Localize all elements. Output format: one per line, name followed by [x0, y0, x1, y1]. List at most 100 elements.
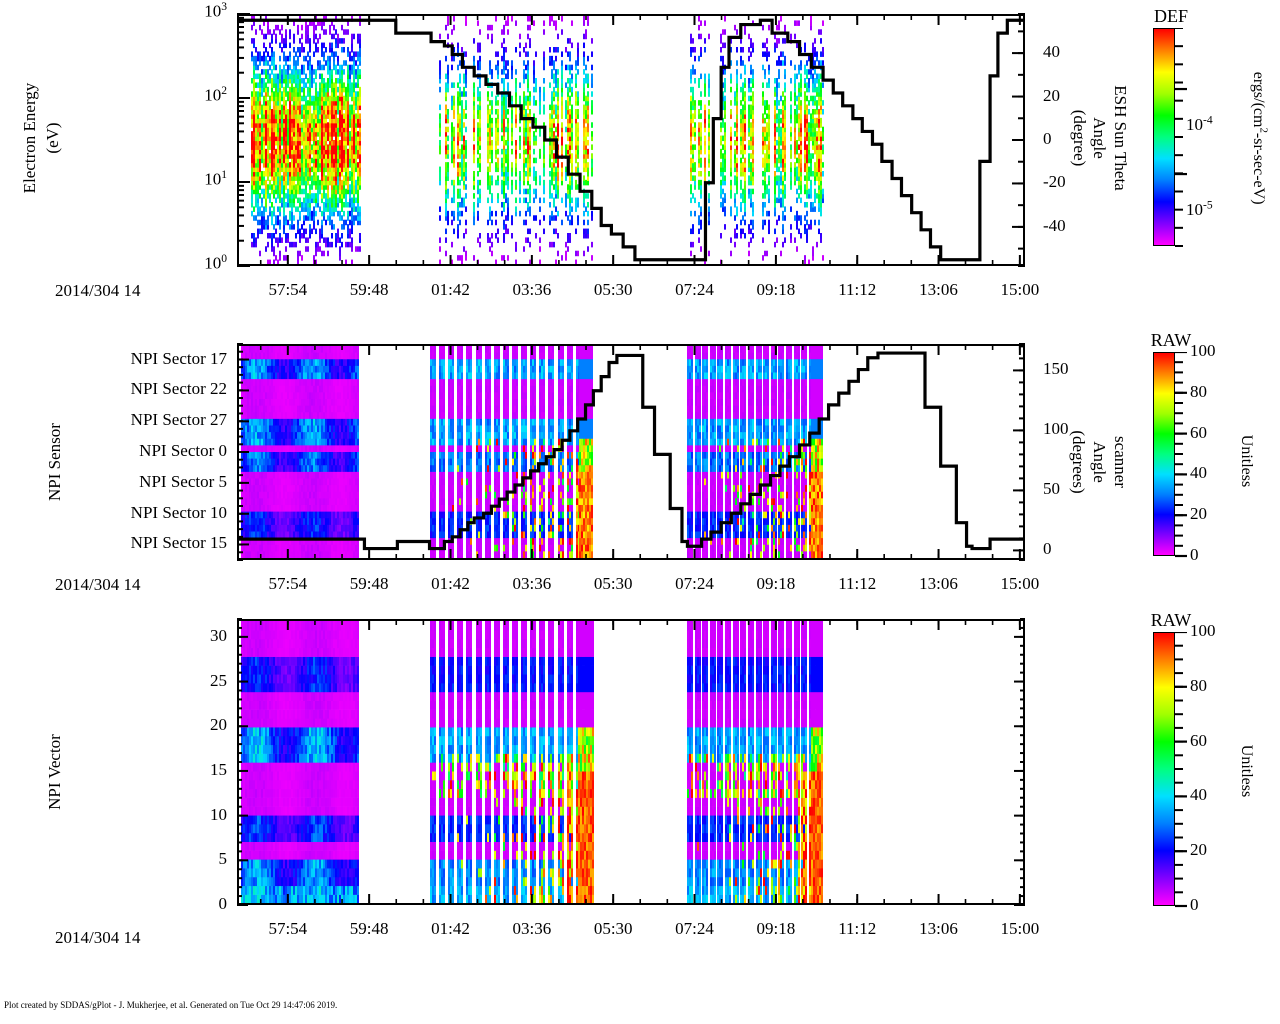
- xaxis-ticklabel: 07:24: [675, 280, 714, 299]
- colorbar-ticklabel-raw-p2-1: 20: [1190, 504, 1207, 524]
- yaxis-ticklabel-sector-4: NPI Sector 5: [139, 471, 227, 491]
- date-label-panel2: 2014/304 14: [55, 575, 141, 594]
- scanner-angle-trace: [239, 351, 1023, 551]
- yaxis-ticklabel-vector-5: 25: [210, 670, 227, 690]
- xaxis-ticklabel: 13:06: [919, 280, 958, 299]
- plot-frame-electron-energy: [237, 14, 1025, 266]
- xaxis-ticklabel: 09:18: [756, 574, 796, 593]
- yaxis-ticklabel-sector-2: NPI Sector 27: [130, 410, 227, 430]
- yaxis-ticklabel-sector-1: NPI Sector 22: [130, 379, 227, 399]
- xaxis-ticklabel: 59:48: [349, 280, 389, 299]
- xaxis-ticklabel: 01:42: [431, 919, 470, 938]
- yaxis-ticklabel-theta-1: -20: [1043, 172, 1066, 192]
- overlay-esh-sun-theta: [239, 18, 1023, 262]
- yaxis-ticklabel-vector-6: 30: [210, 625, 227, 645]
- xaxis-ticklabel: 09:18: [756, 919, 796, 938]
- colorbar-ticklabel-raw-p3-0: 0: [1190, 895, 1199, 914]
- yaxis-ticklabel-scanner-3: 150: [1043, 359, 1069, 379]
- colorbar-ticklabel-def-0: 10-5: [1186, 198, 1213, 219]
- colorbar-ticks-raw-p2: [1175, 352, 1187, 558]
- esh-sun-theta-trace: [239, 18, 1023, 262]
- plot-frame-npi-vector: [237, 619, 1025, 905]
- yaxis-ticklabel-energy-0: 100: [204, 252, 227, 273]
- colorbar-ticklabel-raw-p2-2: 40: [1190, 463, 1207, 483]
- yaxis-ticklabel-vector-1: 5: [218, 849, 228, 869]
- xaxis-ticklabel: 13:06: [919, 574, 958, 593]
- colorbar-gradient-raw-p3: [1153, 632, 1175, 906]
- yaxis-ticklabel-vector-2: 10: [210, 804, 227, 824]
- colorbar-title-raw-p2: RAW: [1150, 330, 1192, 350]
- yaxis-ticklabel-theta-3: 20: [1043, 85, 1060, 105]
- yaxis-ticklabel-scanner-0: 0: [1043, 539, 1052, 559]
- spectrogram-npi-vector: [239, 621, 1023, 903]
- ylabel-npi-vector: NPI Vector: [45, 734, 64, 810]
- yaxis-ticklabel-sector-3: NPI Sector 0: [139, 441, 227, 460]
- xaxis-ticklabel: 57:54: [268, 919, 308, 938]
- yaxis-ticklabel-sector-6: NPI Sector 15: [130, 533, 227, 553]
- plot-frame-npi-sensor: [237, 344, 1025, 560]
- yaxis-ticklabel-vector-0: 0: [218, 894, 228, 913]
- xaxis-ticklabel: 11:12: [838, 574, 877, 593]
- colorbar-title-def: DEF: [1153, 6, 1188, 26]
- colorbar-ticklabel-raw-p2-5: 100: [1190, 341, 1216, 360]
- colorbar-ticklabel-raw-p3-4: 80: [1190, 675, 1207, 695]
- yaxis-ticklabel-energy-2: 102: [204, 84, 227, 105]
- xaxis-ticklabel: 03:36: [512, 919, 552, 938]
- xaxis-ticklabel: 05:30: [593, 280, 633, 299]
- date-label-panel1: 2014/304 14: [55, 281, 141, 300]
- yaxis-ticklabel-energy-3: 103: [204, 0, 227, 21]
- yaxis-ticklabel-sector-0: NPI Sector 17: [130, 348, 227, 368]
- spectrogram-electron-energy: [239, 16, 1023, 264]
- colorbar-ticklabel-raw-p3-3: 60: [1190, 730, 1207, 750]
- xaxis-ticklabel: 59:48: [349, 919, 389, 938]
- yaxis-ticklabel-theta-4: 40: [1043, 42, 1060, 62]
- colorbar-ticks-def: [1175, 28, 1187, 247]
- xaxis-ticklabel: 01:42: [431, 280, 470, 299]
- footer-credit: Plot created by SDDAS/gPlot - J. Mukherj…: [4, 1000, 338, 1010]
- xaxis-ticklabel: 59:48: [349, 574, 389, 593]
- yaxis-ticklabel-scanner-1: 50: [1043, 479, 1060, 499]
- xaxis-ticklabel: 57:54: [268, 280, 308, 299]
- xaxis-ticklabel: 13:06: [919, 919, 958, 938]
- xaxis-ticklabel: 57:54: [268, 574, 308, 593]
- xaxis-ticklabel: 15:00: [1000, 574, 1040, 593]
- xaxis-ticklabel: 07:24: [675, 574, 714, 593]
- yaxis-ticklabel-theta-2: 0: [1043, 129, 1052, 148]
- colorbar-unit-raw-p3: Unitless: [1238, 744, 1255, 798]
- xaxis-ticklabel: 07:24: [675, 919, 714, 938]
- colorbar-ticks-raw-p3: [1175, 632, 1187, 908]
- overlay-scanner-angle: [239, 351, 1023, 551]
- yaxis-ticklabel-vector-3: 15: [210, 759, 227, 779]
- xaxis-ticklabel: 05:30: [593, 919, 633, 938]
- colorbar-gradient-raw-p2: [1153, 352, 1175, 556]
- colorbar-title-raw-p3: RAW: [1150, 610, 1192, 630]
- xaxis-ticklabel: 11:12: [838, 919, 877, 938]
- colorbar-ticklabel-raw-p2-0: 0: [1190, 545, 1199, 564]
- spectrogram-npi-sensor: [239, 346, 1023, 558]
- colorbar-ticklabel-raw-p3-2: 40: [1190, 785, 1207, 805]
- colorbar-ticklabel-raw-p2-4: 80: [1190, 381, 1207, 401]
- xaxis-ticklabel: 09:18: [756, 280, 796, 299]
- yaxis-ticklabel-vector-4: 20: [210, 715, 227, 735]
- colorbar-ticklabel-raw-p2-3: 60: [1190, 422, 1207, 442]
- yaxis-ticklabel-energy-1: 101: [204, 168, 227, 189]
- xaxis-ticklabel: 05:30: [593, 574, 633, 593]
- xaxis-ticklabel: 03:36: [512, 574, 552, 593]
- yaxis-ticklabel-sector-5: NPI Sector 10: [130, 502, 227, 522]
- colorbar-ticklabel-def-1: 10-4: [1186, 113, 1213, 134]
- colorbar-ticklabel-raw-p3-5: 100: [1190, 621, 1216, 640]
- xaxis-ticklabel: 15:00: [1000, 919, 1040, 938]
- xaxis-ticklabel: 01:42: [431, 574, 470, 593]
- xaxis-ticklabel: 15:00: [1000, 280, 1040, 299]
- colorbar-gradient-def: [1153, 28, 1175, 246]
- date-label-panel3: 2014/304 14: [55, 928, 141, 947]
- xaxis-ticklabel: 03:36: [512, 280, 552, 299]
- yaxis-ticklabel-scanner-2: 100: [1043, 419, 1069, 439]
- yaxis-ticklabel-theta-0: -40: [1043, 215, 1066, 235]
- colorbar-ticklabel-raw-p3-1: 20: [1190, 840, 1207, 860]
- xaxis-ticklabel: 11:12: [838, 280, 877, 299]
